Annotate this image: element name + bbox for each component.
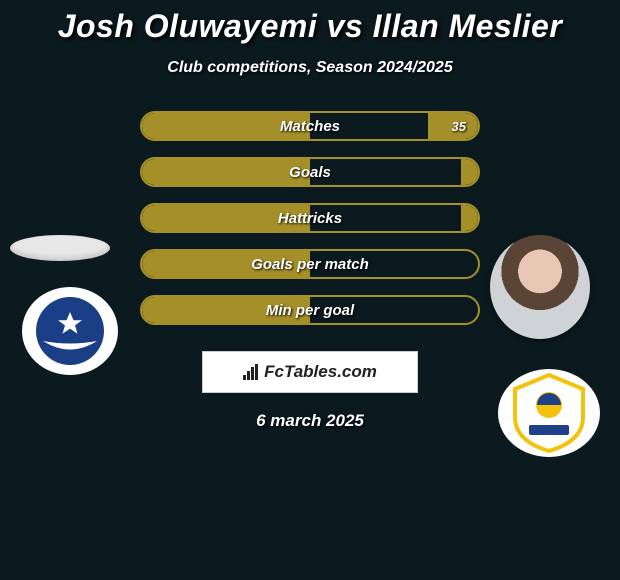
stat-bar-fill-right	[461, 205, 478, 231]
page-title: Josh Oluwayemi vs Illan Meslier	[0, 0, 620, 45]
leeds-crest-icon	[507, 371, 591, 455]
stat-bar: Min per goal	[140, 295, 480, 325]
stat-bar: Goals per match	[140, 249, 480, 279]
barchart-icon	[243, 364, 258, 380]
stat-bar-fill-left	[142, 159, 310, 185]
stat-bar-fill-left	[142, 297, 310, 323]
player-right-avatar	[490, 235, 590, 339]
stat-bar-fill-left	[142, 113, 310, 139]
footer-brand-text: FcTables.com	[264, 362, 377, 382]
stats-area: Matches35 Goals Hattricks Goals per match Mi…	[0, 111, 620, 341]
stat-bar-fill-left	[142, 205, 310, 231]
portsmouth-crest-icon	[35, 296, 105, 366]
stat-bar-fill-right	[461, 159, 478, 185]
stat-bar: Matches35	[140, 111, 480, 141]
stat-bar: Hattricks	[140, 203, 480, 233]
footer-brand-box[interactable]: FcTables.com	[202, 351, 418, 393]
stat-bar: Goals	[140, 157, 480, 187]
stat-bar-value-right: 35	[452, 119, 466, 134]
club-crest-left	[22, 287, 118, 375]
club-crest-right	[498, 369, 600, 457]
subtitle: Club competitions, Season 2024/2025	[0, 59, 620, 77]
player-left-avatar-placeholder	[10, 235, 110, 261]
stat-bar-fill-left	[142, 251, 310, 277]
